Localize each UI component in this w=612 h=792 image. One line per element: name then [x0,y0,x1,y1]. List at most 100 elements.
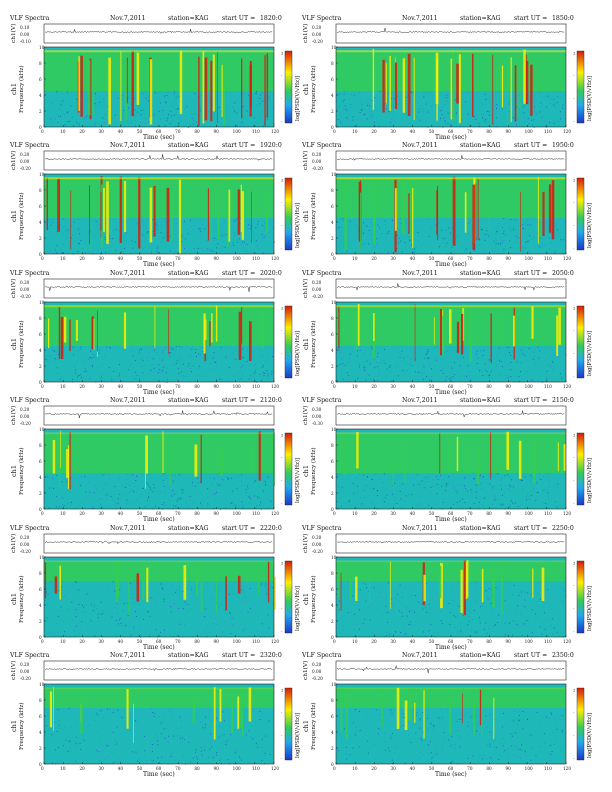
spectrogram-noise [182,737,183,739]
x-tick-label: 70 [467,256,473,261]
spectrogram-noise [479,475,481,477]
spectrogram-noise [461,622,462,624]
spectrogram-noise [73,126,75,128]
spectrogram-noise [494,500,496,501]
spectrogram-channel-label: ch1 [302,338,310,350]
spectrogram-noise [183,125,185,127]
colorbar-label: log[PSD(V/√Hz)] [586,458,593,503]
spectrogram-noise [205,609,206,611]
spectrogram-channel-label: ch1 [302,465,310,477]
panel-title: VLF Spectra [301,15,342,22]
spectrogram-noise [261,355,263,356]
spectrogram-noise [403,357,405,359]
spectrogram-noise [172,348,174,350]
spectrogram-noise [528,123,530,125]
spectrogram-noise [257,728,259,730]
panel-start-prefix: start UT = [514,270,547,277]
spectrogram-noise [529,220,531,222]
spectrogram-noise [247,485,248,487]
spectrogram-noise [55,506,57,508]
spectrogram-noise [385,605,387,607]
spectrogram-noise [389,633,391,635]
x-tick-label: 120 [563,511,571,516]
spectrogram-noise [139,759,140,761]
spectrogram-noise [142,249,143,250]
spectrogram-noise [348,121,350,123]
spectrogram-noise [44,708,46,710]
spectrogram-noise [143,618,144,620]
spectrogram-noise [447,112,449,114]
spectrogram-noise [98,612,100,614]
spectrogram-noise [371,347,373,349]
spectrogram-band [44,178,274,219]
spectrogram-noise [505,374,507,376]
spectrogram-noise [257,97,259,99]
spectrogram-noise [201,95,203,97]
spectrogram-burst [463,304,467,344]
spectrogram-burst [210,190,212,239]
spectrogram-noise [477,632,478,634]
spectrogram-noise [257,223,259,225]
spectrogram-burst [108,57,111,125]
spectrogram-noise [541,106,543,108]
spectrogram-noise [432,729,434,731]
spectrogram-noise [421,603,423,604]
colorbar-tick-label: - [573,455,575,460]
spectrogram-noise [453,744,455,746]
spectrogram-noise [498,359,500,361]
spectrogram-noise [436,346,438,348]
spectrogram-burst [106,181,109,245]
panel-station: station=KAG [168,270,209,277]
spectrogram-noise [476,238,478,240]
spectrogram-noise [421,372,422,374]
spectrogram-noise [109,478,111,480]
spectrogram-noise [337,251,339,252]
x-tick-label: 110 [252,384,260,389]
spectrogram-noise [490,479,491,480]
spectrogram-noise [390,251,392,253]
spectrogram-noise [190,354,192,356]
panel-date: Nov.7,2011 [402,270,438,277]
spectrogram-noise [174,126,176,127]
spectrogram-noise [266,355,268,357]
x-tick-label: 70 [175,129,181,134]
spectrogram-noise [369,628,371,629]
spectrogram-noise [171,115,173,117]
spectrogram-noise [49,109,50,111]
spectrogram-noise [123,112,125,114]
spectrogram-noise [546,364,548,366]
spectrogram-noise [503,249,505,251]
spectrogram-noise [414,254,415,256]
x-tick-label: 30 [391,511,397,516]
spectrogram-burst [540,188,542,237]
spectrogram-noise [363,222,364,224]
spectrogram-noise [184,248,185,250]
spectrogram-noise [409,621,411,622]
spectrogram-noise [140,114,142,115]
spectrogram-noise [484,497,486,499]
spectrogram-noise [361,503,362,505]
spectrogram-noise [526,619,528,621]
spectrogram-burst [475,183,477,242]
panel-start-ut: 1820:0 [260,15,282,22]
spectrogram-noise [60,108,61,110]
spectrogram-burst [462,307,465,341]
spectrogram-noise [452,599,454,601]
spectrogram-noise [341,241,342,242]
spectrogram-noise [362,622,364,624]
spectrogram-noise [164,505,166,507]
spectrogram-noise [64,630,65,632]
x-tick-label: 80 [194,256,200,261]
spectrogram-noise [415,247,417,249]
spectrogram-noise [555,378,557,380]
spectrogram-burst [460,569,463,613]
spectrogram-noise [371,105,373,106]
spectrogram-noise [172,490,174,492]
spectrogram-noise [58,720,60,722]
spectrogram-noise [52,477,54,479]
spectrogram-noise [359,363,360,365]
spectrogram-noise [153,93,155,95]
x-tick-label: 80 [486,511,492,516]
spectrogram-noise [163,728,165,730]
spectrogram-noise [245,627,246,629]
